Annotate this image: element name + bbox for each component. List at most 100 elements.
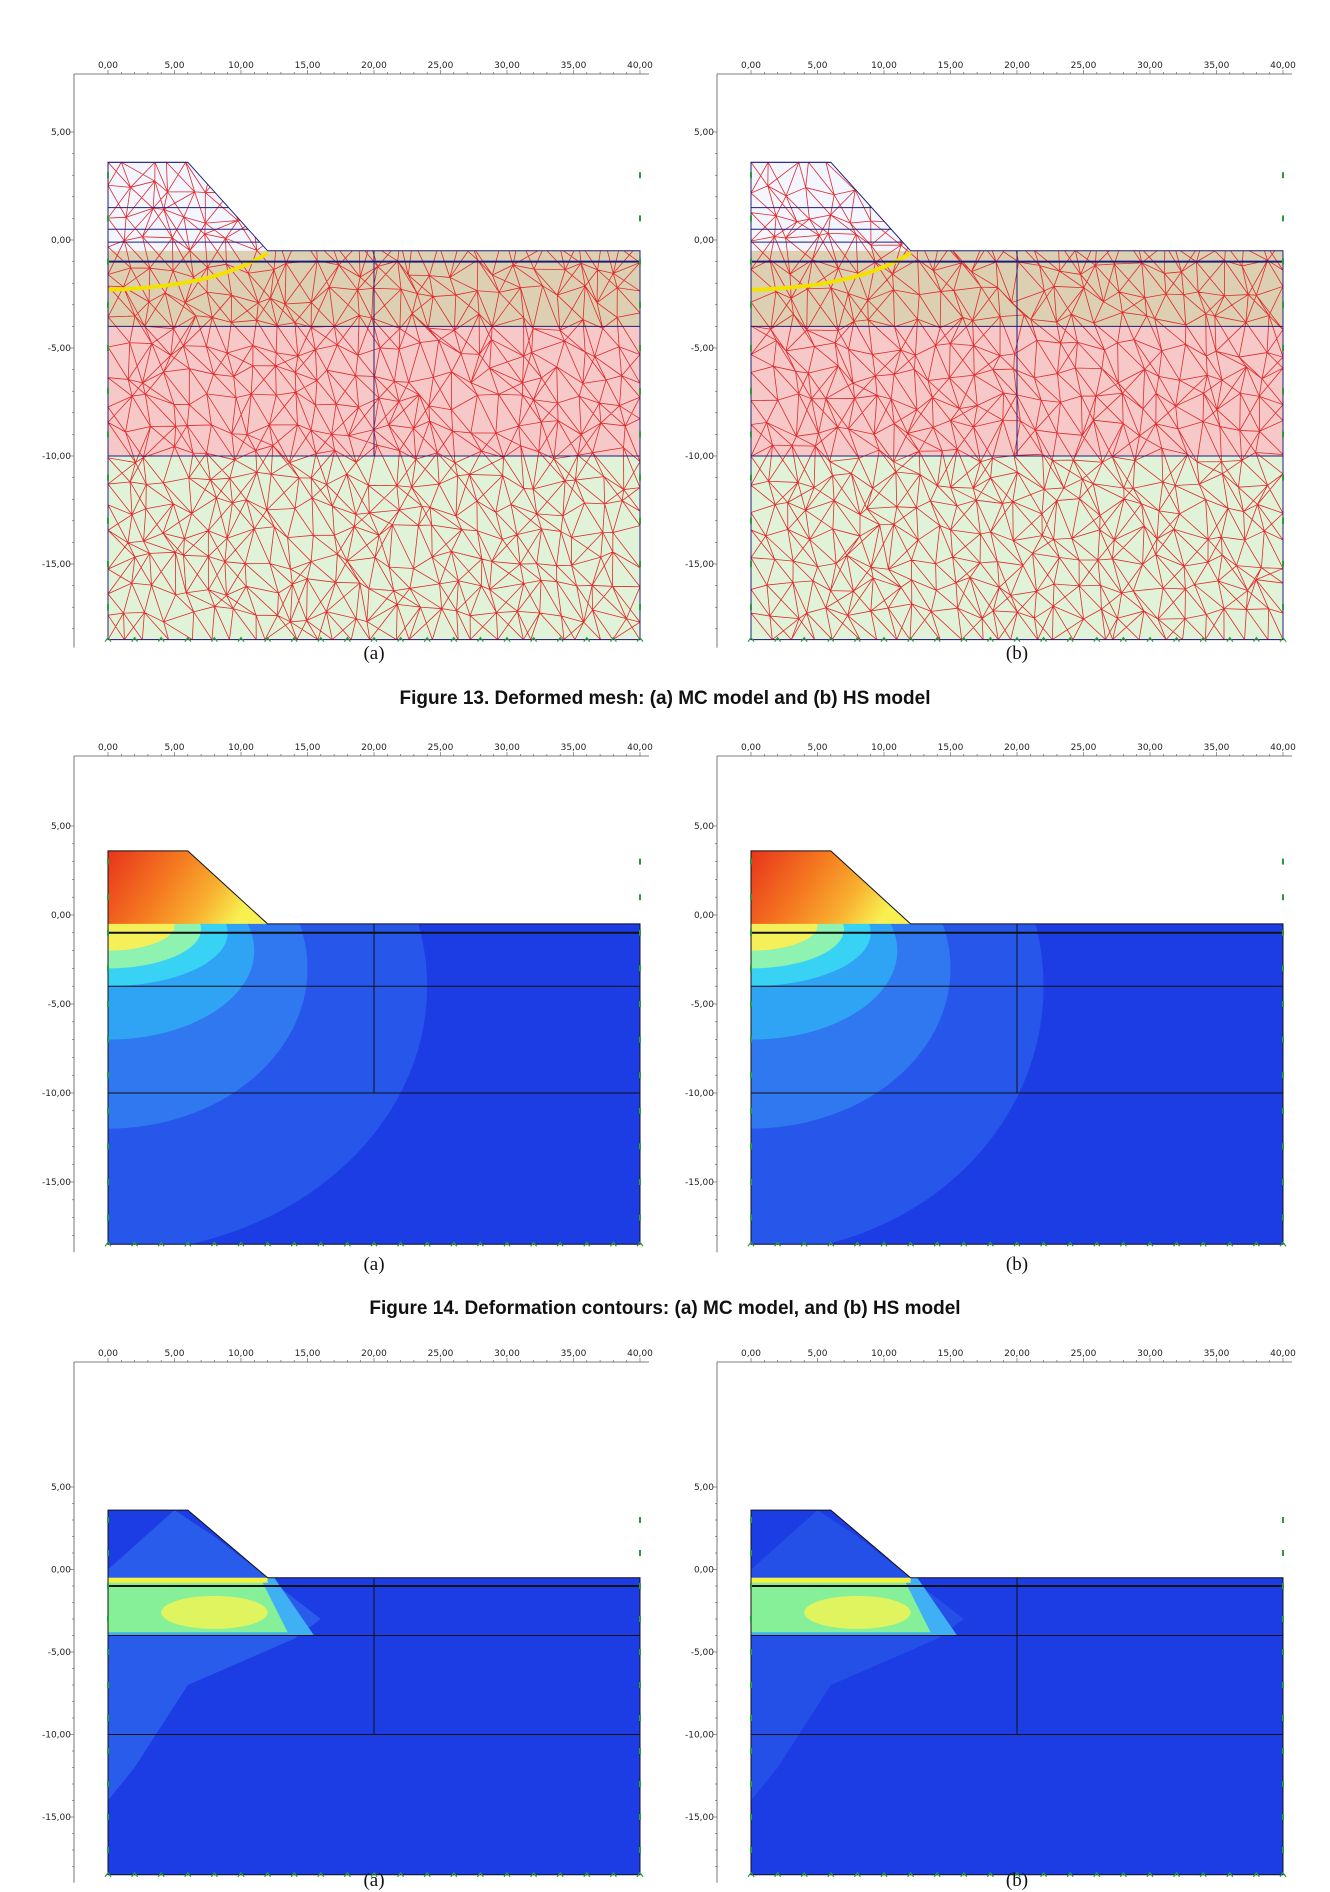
fixity bbox=[853, 1241, 861, 1247]
fixity bbox=[343, 636, 351, 642]
fixity bbox=[1252, 1871, 1260, 1878]
fixity bbox=[397, 1871, 405, 1878]
y-tick-label: 0,00 bbox=[51, 1566, 71, 1576]
x-tick-label: 0,00 bbox=[98, 61, 118, 71]
fixity bbox=[104, 1241, 112, 1247]
fixity bbox=[1252, 636, 1260, 642]
x-tick-label: 35,00 bbox=[1204, 1349, 1230, 1359]
x-tick-label: 35,00 bbox=[1204, 743, 1230, 753]
x-tick-label: 25,00 bbox=[428, 1349, 454, 1359]
fixity bbox=[1199, 1241, 1207, 1247]
y-tick-label: 5,00 bbox=[694, 1483, 714, 1493]
x-tick-label: 5,00 bbox=[164, 61, 184, 71]
y-tick-label: -10,00 bbox=[42, 1731, 71, 1741]
fixity bbox=[131, 636, 139, 642]
x-tick-label: 35,00 bbox=[1204, 61, 1230, 71]
slip-surface bbox=[108, 251, 269, 292]
contour bbox=[108, 1577, 268, 1583]
fixity bbox=[827, 1241, 835, 1247]
fixity bbox=[800, 1871, 808, 1878]
x-tick-label: 0,00 bbox=[741, 743, 761, 753]
fixity bbox=[397, 636, 405, 642]
y-tick-label: -10,00 bbox=[42, 452, 71, 462]
x-tick-label: 5,00 bbox=[164, 1349, 184, 1359]
panel: 0,00 5,00 10,00 15,00 20,00 25,00 30,00 35,00 40… bbox=[685, 1349, 1296, 1891]
fixity bbox=[774, 636, 782, 642]
x-tick-label: 25,00 bbox=[428, 743, 454, 753]
y-tick-label: -15,00 bbox=[42, 1813, 71, 1823]
x-tick-label: 30,00 bbox=[1137, 1349, 1163, 1359]
fixity bbox=[210, 1871, 218, 1878]
fixity bbox=[1173, 636, 1181, 642]
x-tick-label: 30,00 bbox=[494, 743, 520, 753]
fixity bbox=[933, 636, 941, 642]
fixity bbox=[423, 636, 431, 642]
fixity bbox=[264, 1241, 272, 1247]
fixity bbox=[157, 1241, 165, 1247]
y-tick-label: -10,00 bbox=[685, 1731, 714, 1741]
fixity bbox=[1226, 636, 1234, 642]
x-tick-label: 40,00 bbox=[1270, 1349, 1296, 1359]
fixity bbox=[609, 1241, 617, 1247]
x-tick-label: 35,00 bbox=[561, 61, 587, 71]
x-tick-label: 30,00 bbox=[494, 1349, 520, 1359]
y-tick-label: -5,00 bbox=[48, 1648, 72, 1658]
fixity bbox=[880, 1241, 888, 1247]
fixity bbox=[1173, 1871, 1181, 1878]
fixity bbox=[131, 1241, 139, 1247]
fixity bbox=[609, 1871, 617, 1878]
boundary bbox=[750, 850, 1284, 1245]
fixity bbox=[907, 1871, 915, 1878]
fixity bbox=[880, 636, 888, 642]
fixity bbox=[343, 1241, 351, 1247]
y-tick-label: 0,00 bbox=[51, 911, 71, 921]
x-tick-label: 15,00 bbox=[295, 1349, 321, 1359]
x-tick-label: 25,00 bbox=[1071, 743, 1097, 753]
x-tick-label: 40,00 bbox=[627, 743, 653, 753]
y-tick-label: 5,00 bbox=[694, 128, 714, 138]
fixity bbox=[1066, 636, 1074, 642]
fixity bbox=[1279, 1871, 1287, 1878]
fixity bbox=[450, 1241, 458, 1247]
fixity bbox=[609, 636, 617, 642]
fixity bbox=[476, 636, 484, 642]
x-tick-label: 15,00 bbox=[938, 61, 964, 71]
fixity bbox=[1066, 1241, 1074, 1247]
y-tick-label: 0,00 bbox=[51, 236, 71, 246]
x-tick-label: 30,00 bbox=[1137, 743, 1163, 753]
fixity bbox=[583, 636, 591, 642]
fixity bbox=[583, 1241, 591, 1247]
y-tick-label: -10,00 bbox=[685, 452, 714, 462]
fixity bbox=[1226, 1871, 1234, 1878]
panel: 0,00 5,00 10,00 15,00 20,00 25,00 30,00 35,00 40… bbox=[42, 61, 653, 664]
fixity bbox=[583, 1871, 591, 1878]
fixity bbox=[1119, 1871, 1127, 1878]
x-tick-label: 25,00 bbox=[428, 61, 454, 71]
fixity bbox=[853, 1871, 861, 1878]
x-tick-label: 40,00 bbox=[627, 1349, 653, 1359]
fixity bbox=[1013, 636, 1021, 642]
fixity bbox=[636, 1241, 644, 1247]
y-tick-label: -10,00 bbox=[685, 1089, 714, 1099]
y-tick-label: 5,00 bbox=[51, 1483, 71, 1493]
y-tick-label: 0,00 bbox=[694, 236, 714, 246]
fixity bbox=[1093, 1871, 1101, 1878]
x-tick-label: 30,00 bbox=[494, 61, 520, 71]
fixity bbox=[264, 1871, 272, 1878]
x-tick-label: 10,00 bbox=[871, 1349, 897, 1359]
x-tick-label: 35,00 bbox=[561, 743, 587, 753]
fixity bbox=[210, 636, 218, 642]
fixity bbox=[907, 636, 915, 642]
y-tick-label: -15,00 bbox=[685, 1178, 714, 1188]
fixity bbox=[157, 636, 165, 642]
caption: Figure 14. Deformation contours: (a) MC … bbox=[369, 1298, 960, 1319]
fixity bbox=[290, 1241, 298, 1247]
fixity bbox=[530, 636, 538, 642]
fixity bbox=[317, 1871, 325, 1878]
fixity bbox=[1146, 636, 1154, 642]
fixity bbox=[131, 1871, 139, 1878]
x-tick-label: 0,00 bbox=[98, 1349, 118, 1359]
panel: 0,00 5,00 10,00 15,00 20,00 25,00 30,00 35,00 40… bbox=[685, 61, 1296, 664]
x-tick-label: 15,00 bbox=[938, 743, 964, 753]
